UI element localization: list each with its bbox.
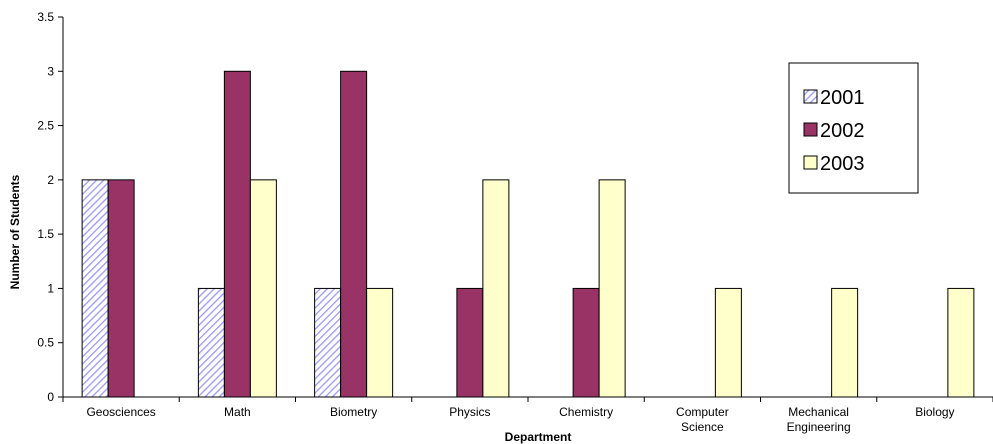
bar-2003-3 xyxy=(482,179,510,398)
bar-2001-1 xyxy=(197,287,225,398)
x-tick-label: Math xyxy=(224,405,251,419)
legend-label-2003: 2003 xyxy=(820,153,865,175)
bar-2003-5 xyxy=(714,287,742,398)
y-tick-label: 2.5 xyxy=(37,119,54,133)
legend-label-2001: 2001 xyxy=(820,87,865,109)
y-tick-label: 0.5 xyxy=(37,336,54,350)
x-tick-label: Mechanical xyxy=(788,405,849,419)
x-tick-label: Engineering xyxy=(787,420,851,434)
y-tick-label: 1 xyxy=(47,281,54,295)
x-tick-label: Geosciences xyxy=(86,405,155,419)
bar-2002-1 xyxy=(223,70,251,398)
y-tick-label: 0 xyxy=(47,390,54,404)
bar-2002-2 xyxy=(340,70,368,398)
bar-2002-4 xyxy=(572,287,600,398)
x-tick-label: Science xyxy=(681,420,724,434)
bar-2003-7 xyxy=(947,287,975,398)
legend-swatch-2002 xyxy=(803,122,818,137)
bar-2001-0 xyxy=(81,179,109,398)
y-tick-label: 3 xyxy=(47,64,54,78)
bar-2003-1 xyxy=(249,179,277,398)
y-tick-label: 2 xyxy=(47,173,54,187)
bars-group xyxy=(81,70,975,398)
x-axis-title: Department xyxy=(505,430,572,444)
x-tick-label: Biometry xyxy=(330,405,377,419)
legend-label-2002: 2002 xyxy=(820,120,865,142)
bar-2002-0 xyxy=(107,179,135,398)
y-tick-label: 1.5 xyxy=(37,227,54,241)
bar-2003-4 xyxy=(598,179,626,398)
bar-2003-6 xyxy=(831,287,859,398)
legend-swatch-2003 xyxy=(803,155,818,170)
x-tick-label: Computer xyxy=(676,405,729,419)
bar-2002-3 xyxy=(456,287,484,398)
x-tick-label: Physics xyxy=(449,405,490,419)
bar-2001-2 xyxy=(314,287,342,398)
legend: 2001 2002 2003 xyxy=(788,62,919,194)
y-tick-label: 3.5 xyxy=(37,10,54,24)
y-axis-title: Number of Students xyxy=(8,174,22,289)
bar-2003-2 xyxy=(366,287,394,398)
legend-swatch-2001 xyxy=(803,89,818,104)
x-tick-label: Chemistry xyxy=(559,405,613,419)
x-tick-label: Biology xyxy=(915,405,954,419)
x-tick-labels: Geosciences Math Biometry Physics Chemistry C… xyxy=(86,405,954,434)
